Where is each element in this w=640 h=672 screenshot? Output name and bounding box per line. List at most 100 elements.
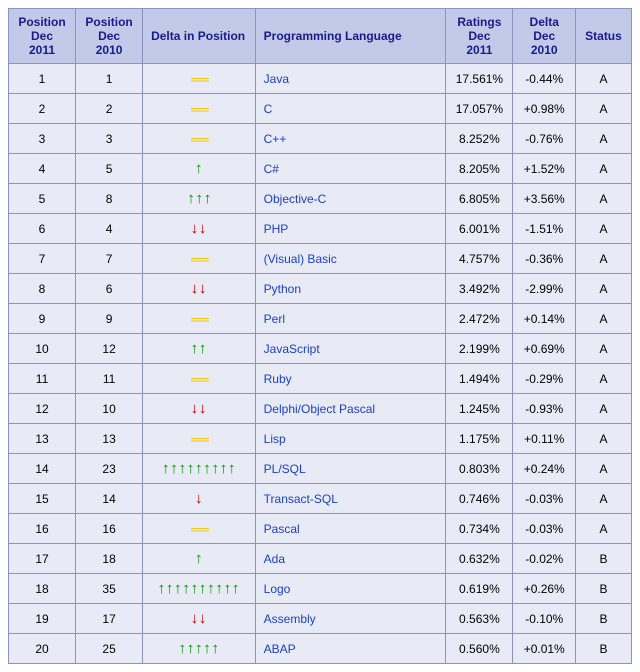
cell-delta: ↓↓ [143,394,256,424]
cell-ratings: 0.746% [446,484,513,514]
cell-pos2011: 18 [9,574,76,604]
cell-ratings-delta: +3.56% [513,184,576,214]
cell-status: A [575,304,631,334]
cell-pos2010: 17 [76,604,143,634]
header-pos2011: PositionDec 2011 [9,9,76,64]
cell-status: B [575,604,631,634]
table-row: 1210↓↓Delphi/Object Pascal1.245%-0.93%A [9,394,632,424]
cell-pos2011: 13 [9,424,76,454]
cell-pos2010: 3 [76,124,143,154]
table-row: 22══C17.057%+0.98%A [9,94,632,124]
cell-delta: ↑↑↑↑↑ [143,634,256,664]
table-row: 1514↓Transact-SQL0.746%-0.03%A [9,484,632,514]
table-row: 1835↑↑↑↑↑↑↑↑↑↑Logo0.619%+0.26%B [9,574,632,604]
cell-language: Ada [255,544,446,574]
cell-ratings-delta: -0.02% [513,544,576,574]
cell-delta: ══ [143,424,256,454]
table-row: 1012↑↑JavaScript2.199%+0.69%A [9,334,632,364]
cell-pos2011: 6 [9,214,76,244]
cell-ratings: 2.199% [446,334,513,364]
table-row: 11══Java17.561%-0.44%A [9,64,632,94]
same-icon: ══ [191,101,207,117]
cell-delta: ══ [143,124,256,154]
cell-ratings-delta: -0.36% [513,244,576,274]
cell-status: A [575,514,631,544]
cell-ratings-delta: -0.03% [513,484,576,514]
cell-pos2011: 15 [9,484,76,514]
cell-status: A [575,244,631,274]
cell-language: Delphi/Object Pascal [255,394,446,424]
cell-ratings-delta: +0.14% [513,304,576,334]
cell-pos2010: 13 [76,424,143,454]
table-row: 2025↑↑↑↑↑ABAP0.560%+0.01%B [9,634,632,664]
cell-pos2010: 9 [76,304,143,334]
arrow-up-icon: ↑↑↑ [186,190,211,207]
arrow-up-icon: ↑↑↑↑↑ [178,640,219,657]
arrow-down-icon: ↓ [195,490,203,507]
cell-status: A [575,64,631,94]
cell-ratings: 0.734% [446,514,513,544]
cell-ratings-delta: +0.69% [513,334,576,364]
table-row: 1313══Lisp1.175%+0.11%A [9,424,632,454]
cell-status: B [575,634,631,664]
cell-language: Java [255,64,446,94]
cell-status: A [575,184,631,214]
cell-delta: ↓↓ [143,274,256,304]
cell-ratings: 0.619% [446,574,513,604]
cell-delta: ↓↓ [143,604,256,634]
cell-ratings: 17.561% [446,64,513,94]
cell-pos2011: 4 [9,154,76,184]
cell-pos2011: 17 [9,544,76,574]
arrow-down-icon: ↓↓ [191,220,208,237]
table-row: 64↓↓PHP6.001%-1.51%A [9,214,632,244]
cell-pos2010: 18 [76,544,143,574]
cell-pos2010: 10 [76,394,143,424]
cell-status: A [575,454,631,484]
cell-status: A [575,124,631,154]
cell-language: Lisp [255,424,446,454]
cell-status: A [575,154,631,184]
cell-pos2010: 4 [76,214,143,244]
cell-status: B [575,574,631,604]
cell-ratings-delta: -0.76% [513,124,576,154]
cell-pos2010: 7 [76,244,143,274]
cell-delta: ↑↑ [143,334,256,364]
cell-status: A [575,364,631,394]
cell-language: Objective-C [255,184,446,214]
cell-ratings-delta: -0.10% [513,604,576,634]
cell-pos2011: 12 [9,394,76,424]
cell-status: A [575,334,631,364]
cell-language: C [255,94,446,124]
cell-pos2010: 35 [76,574,143,604]
arrow-up-icon: ↑↑↑↑↑↑↑↑↑ [162,460,236,477]
cell-ratings: 2.472% [446,304,513,334]
cell-status: A [575,274,631,304]
cell-ratings: 1.175% [446,424,513,454]
cell-language: Transact-SQL [255,484,446,514]
cell-delta: ↑↑↑↑↑↑↑↑↑↑ [143,574,256,604]
cell-status: A [575,424,631,454]
cell-pos2010: 5 [76,154,143,184]
table-row: 1718↑Ada0.632%-0.02%B [9,544,632,574]
cell-ratings: 6.805% [446,184,513,214]
cell-status: A [575,94,631,124]
cell-status: B [575,544,631,574]
arrow-up-icon: ↑ [195,160,203,177]
table-row: 1917↓↓Assembly0.563%-0.10%B [9,604,632,634]
cell-language: Logo [255,574,446,604]
cell-ratings: 8.252% [446,124,513,154]
arrow-up-icon: ↑↑↑↑↑↑↑↑↑↑ [158,580,241,597]
cell-pos2011: 20 [9,634,76,664]
cell-delta: ══ [143,94,256,124]
cell-delta: ↓↓ [143,214,256,244]
cell-pos2011: 16 [9,514,76,544]
cell-pos2010: 1 [76,64,143,94]
cell-ratings-delta: -0.03% [513,514,576,544]
header-row: PositionDec 2011 PositionDec 2010 Delta … [9,9,632,64]
cell-pos2010: 11 [76,364,143,394]
cell-ratings-delta: -1.51% [513,214,576,244]
table-row: 1111══Ruby1.494%-0.29%A [9,364,632,394]
cell-pos2011: 10 [9,334,76,364]
cell-ratings: 3.492% [446,274,513,304]
cell-delta: ↑ [143,154,256,184]
